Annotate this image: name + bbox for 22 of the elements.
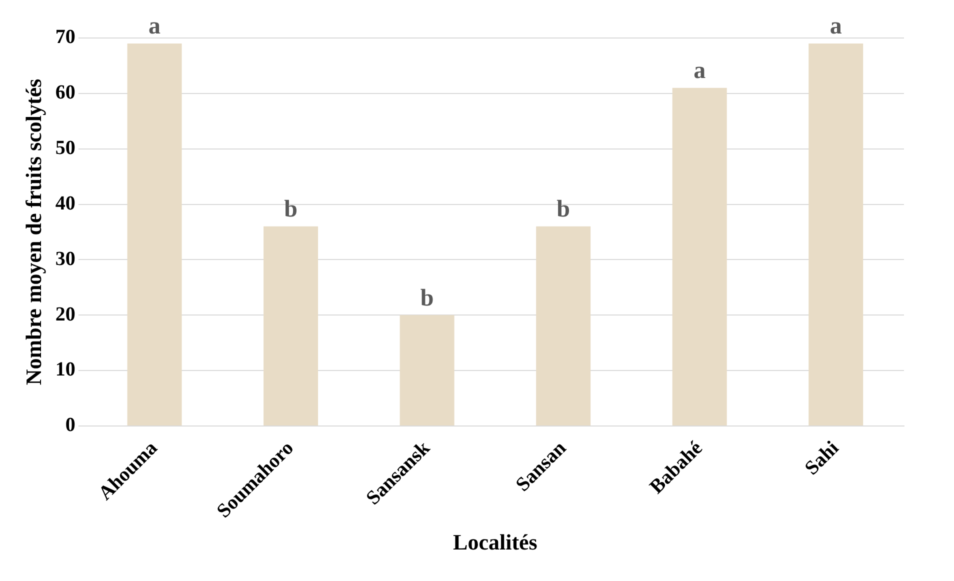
bar [672,88,727,426]
bar [400,315,454,426]
x-axis-title: Localités [453,529,538,554]
bar [127,44,182,426]
y-tick-label: 30 [55,248,76,270]
y-tick-label: 60 [55,82,76,104]
bar [808,44,864,426]
y-tick-label: 20 [55,303,76,326]
y-tick-label: 0 [65,414,76,436]
bar [536,226,591,426]
y-tick-label: 50 [55,137,76,160]
annotation: a [148,14,161,40]
y-tick-label: 10 [55,358,76,381]
annotation: b [420,285,434,312]
annotation: b [556,196,570,223]
annotation: b [284,196,298,223]
y-tick-label: 70 [55,26,76,48]
y-axis-title: Nombre moyen de fruits scolytés [20,78,46,386]
y-tick-label: 40 [55,192,76,214]
annotation: a [694,58,706,84]
annotation: a [830,14,842,40]
bar [264,226,318,426]
